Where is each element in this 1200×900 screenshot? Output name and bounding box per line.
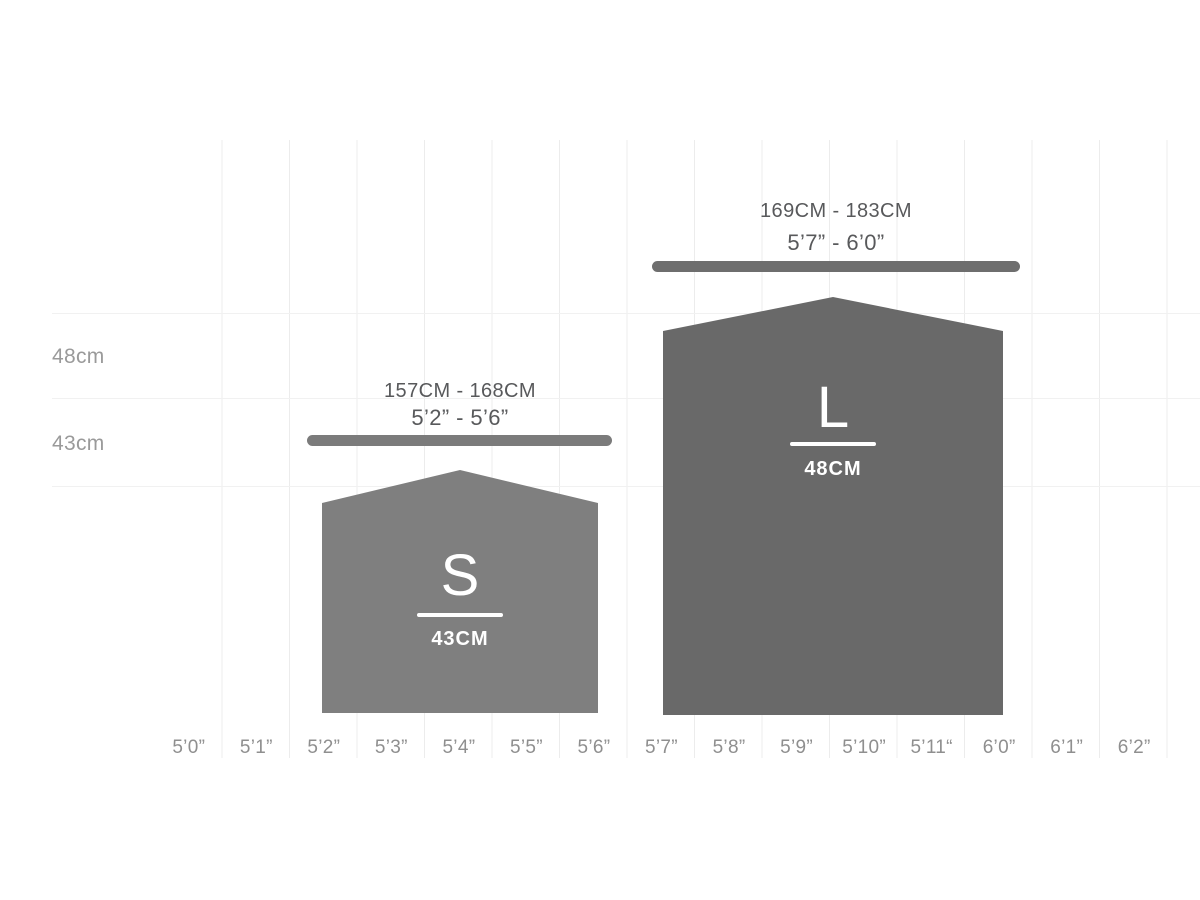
x-axis-tick-label: 6’1”: [1050, 737, 1084, 758]
x-axis-tick-label: 5’4”: [442, 737, 476, 758]
x-axis-tick-label: 5’8”: [712, 737, 746, 758]
x-axis-tick-label: 5’5”: [509, 737, 543, 758]
x-axis-tick-label: 6’2”: [1117, 737, 1151, 758]
size-l-frame-size: 48CM: [804, 458, 862, 480]
x-axis-tick-label: 5’2”: [307, 737, 341, 758]
size-s-frame-size: 43CM: [431, 628, 489, 650]
size-s-height-range-ft: 5’2” - 5’6”: [411, 405, 509, 430]
horizontal-gridline-bottom: [52, 486, 1200, 487]
size-l-underline: [790, 442, 876, 446]
size-l-code: L: [816, 375, 850, 440]
x-axis-tick-label: 5’0”: [172, 737, 206, 758]
x-axis-tick-label: 5’11“: [910, 737, 953, 758]
x-axis-labels: 5’0” 5’1” 5’2” 5’3” 5’4” 5’5” 5’6” 5’7” …: [155, 736, 1168, 760]
size-s-range-bar: [307, 435, 612, 446]
size-l-range-bar: [652, 261, 1020, 272]
size-s-underline: [417, 613, 503, 617]
y-axis-tick-label-43cm: 43cm: [52, 432, 105, 455]
size-s-code: S: [440, 543, 480, 608]
x-axis-tick-label: 5’1”: [239, 737, 273, 758]
size-l-shape: L 48CM: [663, 297, 1003, 715]
x-axis-tick-label: 5’6”: [577, 737, 611, 758]
size-l-height-range-cm: 169CM - 183CM: [760, 200, 912, 222]
horizontal-gridline-top: [52, 313, 1200, 314]
y-axis-tick-label-48cm: 48cm: [52, 345, 105, 368]
horizontal-gridline-middle: [52, 398, 1200, 399]
x-axis-tick-label: 6’0”: [982, 737, 1016, 758]
x-axis-tick-label: 5’3”: [374, 737, 408, 758]
x-axis-tick-label: 5’9”: [780, 737, 813, 758]
x-axis-tick-label: 5’7”: [645, 737, 678, 758]
size-s-height-range-cm: 157CM - 168CM: [384, 380, 536, 402]
size-s-shape: S 43CM: [322, 470, 598, 713]
size-l-height-range-ft: 5’7” - 6’0”: [787, 230, 885, 255]
x-axis-tick-label: 5’10”: [842, 737, 886, 758]
